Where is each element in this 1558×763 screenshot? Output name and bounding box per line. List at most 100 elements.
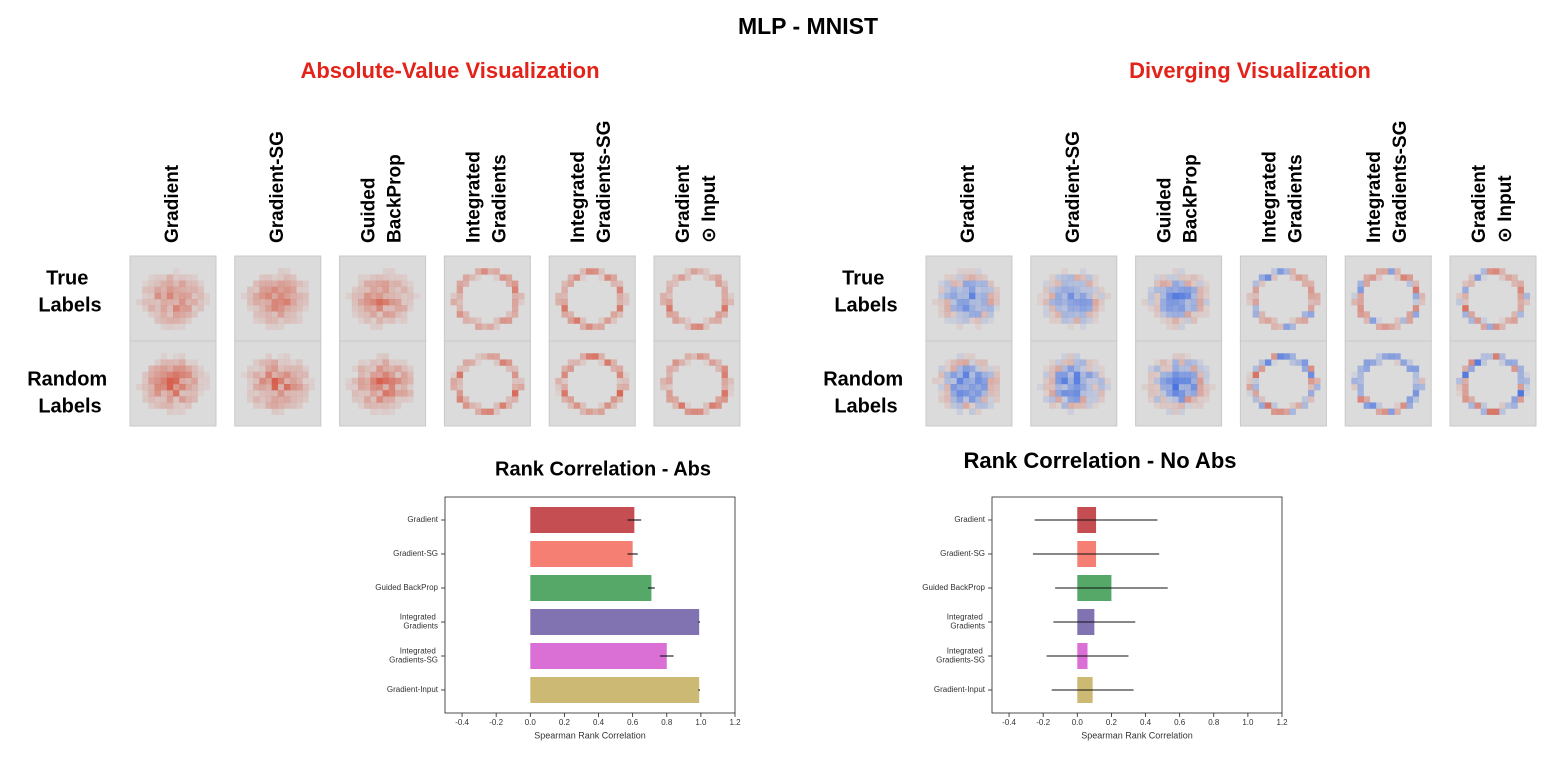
heatmap-cell [1190,377,1198,385]
heatmap-cell [203,292,211,300]
heatmap-cell [290,390,297,397]
heatmap-cell [1301,396,1309,403]
heatmap-cell [1480,402,1488,409]
heatmap-cell [1283,408,1290,415]
heatmap-cell [944,317,951,324]
heatmap-cell [401,280,408,287]
heatmap-cell [684,408,692,415]
heatmap-cell [709,402,716,409]
heatmap-cell [1456,390,1463,397]
heatmap-cell [475,359,482,366]
heatmap-cell [1289,359,1296,366]
heatmap-cell [173,408,180,415]
heatmap-cell [1511,317,1518,324]
heatmap-cell [561,384,568,391]
heatmap-cell [666,305,673,312]
heatmap-cell [1092,402,1099,409]
heatmap-cell [1104,292,1111,300]
heatmap-cell [462,274,470,281]
heatmap-cell [407,280,414,287]
heatmap-cell [407,371,414,379]
heatmap-cell [173,311,180,318]
heatmap-cell [388,377,396,385]
heatmap-cell [1277,268,1284,275]
heatmap-cell [253,280,260,287]
heatmap-cell [573,317,581,324]
heatmap-cell [1043,305,1050,312]
heatmap-cell [401,305,408,312]
heatmap-cell [1406,280,1413,287]
heatmap-cell [160,396,168,403]
heatmap-cell [450,377,457,385]
heatmap-cell [944,371,951,379]
heatmap-cell [1166,286,1173,294]
heatmap-cell [499,317,507,324]
heatmap-cell [1160,292,1167,300]
heatmap-cell [191,359,198,366]
heatmap-cell [173,305,180,312]
heatmap-cell [142,286,149,294]
heatmap-cell [950,292,957,300]
heatmap-cell [1412,371,1420,379]
heatmap-cell [1154,390,1161,397]
heatmap-cell [975,292,982,300]
heatmap-cell [1061,268,1068,275]
heatmap-cell [1252,377,1260,385]
heatmap-cell [1178,396,1185,403]
heatmap-cell [185,365,192,372]
heatmap-cell [1086,274,1093,281]
heatmap-cell [1049,280,1056,287]
heatmap-cell [1049,305,1056,312]
heatmap-cell [370,377,377,385]
heatmap-cell [944,390,951,397]
heatmap-cell [715,396,722,403]
heatmap-cell [1043,377,1050,385]
heatmap-cell [616,299,624,306]
heatmap-cell [351,365,359,372]
heatmap-cell [493,274,500,281]
heatmap-cell [142,371,149,379]
heatmap-cell [1197,299,1204,306]
heatmap-cell [1418,377,1426,385]
heatmap-cell [1079,292,1087,300]
heatmap-cell [1049,371,1056,379]
heatmap-cell [259,384,266,391]
heatmap-cell [1406,396,1413,403]
heatmap-cell [956,280,964,287]
heatmap-cell [969,274,976,281]
heatmap-cell [1523,384,1531,391]
heatmap-cell [1462,311,1469,318]
heatmap-cell [956,371,964,379]
heatmap-cell [179,305,186,312]
heatmap-cell [1160,396,1167,403]
heatmap-cell [382,365,389,372]
heatmap-cell [351,390,359,397]
heatmap-cell [975,311,982,318]
heatmap-cell [1271,359,1278,366]
heatmap-cell [166,274,174,281]
heatmap-cell [721,286,728,294]
heatmap-cell [962,371,970,379]
heatmap-cell [259,274,266,281]
heatmap-cell [1190,396,1198,403]
heatmap-cell [253,299,260,306]
heatmap-cell [1363,396,1370,403]
heatmap-cell [1055,377,1062,385]
heatmap-cell [475,317,482,324]
heatmap-cell [1154,396,1161,403]
heatmap-cell [592,408,599,415]
heatmap-cell [370,292,377,300]
heatmap-cell [1289,274,1296,281]
heatmap-cell [1055,280,1062,287]
heatmap-cell [1073,286,1081,294]
heatmap-cell [166,377,174,385]
heatmap-cell [148,402,155,409]
heatmap-cell [277,286,285,294]
heatmap-cell [179,311,186,318]
heatmap-cell [962,311,970,318]
heatmap-cell [1499,317,1506,324]
heatmap-cell [1252,371,1260,379]
heatmap-cell [1412,390,1420,397]
heatmap-cell [1388,323,1395,330]
heatmap-cell [505,359,513,366]
